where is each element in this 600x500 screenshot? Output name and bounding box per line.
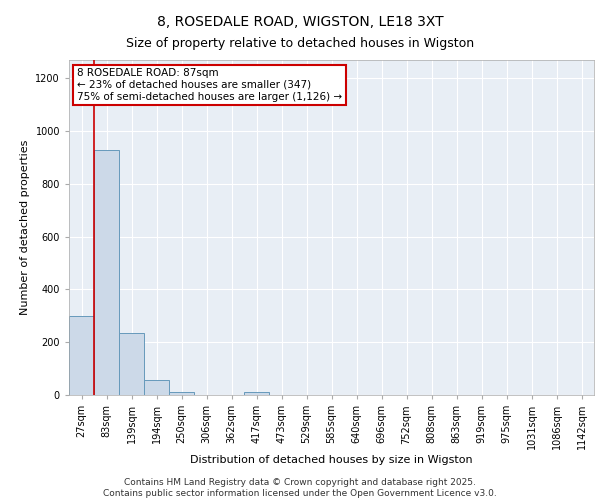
- Bar: [94, 150, 119, 395]
- Bar: [244, 392, 269, 395]
- Bar: [169, 392, 194, 395]
- Bar: [119, 333, 144, 395]
- Text: 8, ROSEDALE ROAD, WIGSTON, LE18 3XT: 8, ROSEDALE ROAD, WIGSTON, LE18 3XT: [157, 15, 443, 29]
- Text: Contains HM Land Registry data © Crown copyright and database right 2025.
Contai: Contains HM Land Registry data © Crown c…: [103, 478, 497, 498]
- Y-axis label: Number of detached properties: Number of detached properties: [20, 140, 30, 315]
- X-axis label: Distribution of detached houses by size in Wigston: Distribution of detached houses by size …: [190, 455, 473, 465]
- Text: 8 ROSEDALE ROAD: 87sqm
← 23% of detached houses are smaller (347)
75% of semi-de: 8 ROSEDALE ROAD: 87sqm ← 23% of detached…: [77, 68, 342, 102]
- Bar: [144, 380, 169, 395]
- Bar: [69, 316, 94, 395]
- Text: Size of property relative to detached houses in Wigston: Size of property relative to detached ho…: [126, 38, 474, 51]
